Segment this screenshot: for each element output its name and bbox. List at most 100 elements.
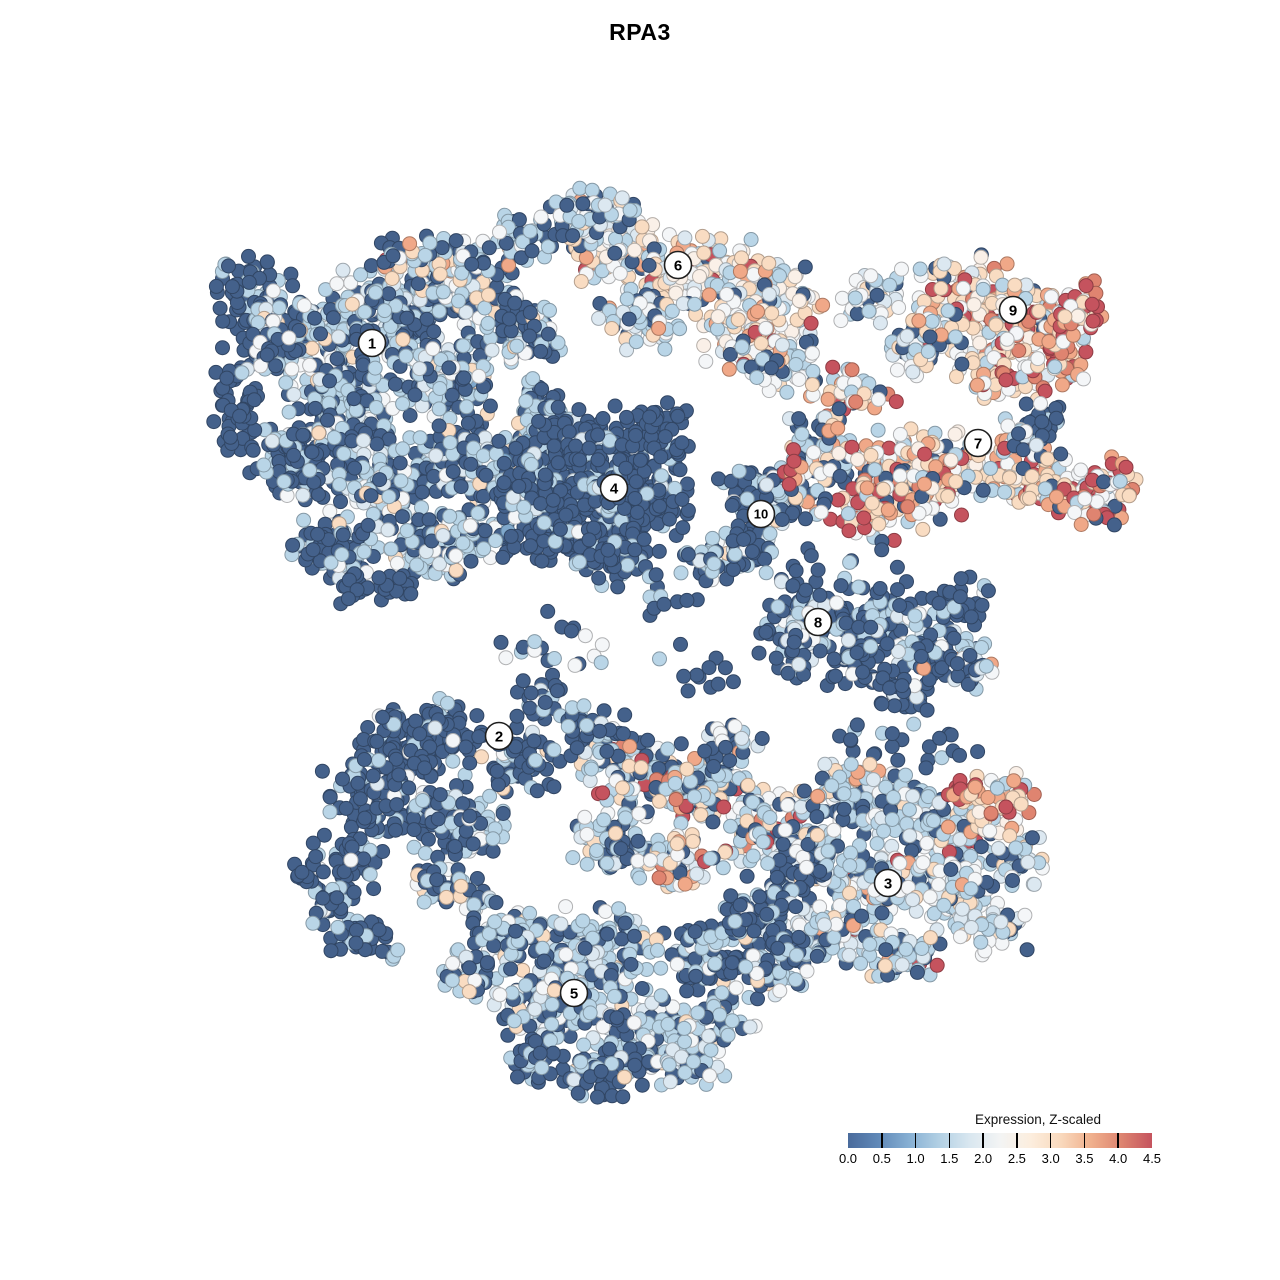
data-point — [889, 362, 905, 378]
data-point — [791, 656, 807, 672]
data-point — [641, 257, 657, 273]
data-point — [441, 360, 457, 376]
data-point — [464, 256, 480, 272]
data-point — [882, 277, 898, 293]
data-point — [432, 381, 448, 396]
data-point — [561, 424, 577, 440]
data-point — [889, 559, 905, 575]
data-point — [571, 213, 587, 229]
data-point — [477, 523, 493, 539]
data-point — [284, 361, 300, 377]
data-point — [812, 587, 828, 603]
data-point — [1112, 473, 1128, 489]
data-point — [797, 259, 813, 275]
data-point — [234, 365, 250, 381]
data-point — [426, 324, 442, 339]
data-point — [1121, 488, 1137, 504]
data-point — [970, 744, 986, 760]
data-point — [841, 632, 856, 648]
data-point — [392, 455, 408, 471]
data-point — [523, 538, 539, 554]
data-point — [872, 581, 888, 596]
data-point — [721, 361, 737, 377]
data-point — [949, 369, 964, 385]
data-point — [320, 412, 335, 428]
data-point — [764, 305, 780, 321]
data-point — [445, 464, 461, 480]
data-point — [295, 427, 311, 443]
data-point — [460, 415, 476, 431]
data-point — [355, 433, 371, 448]
data-point — [620, 557, 635, 573]
data-point — [724, 497, 740, 513]
data-point — [426, 468, 442, 484]
data-point — [791, 411, 807, 427]
data-point — [803, 548, 819, 564]
data-point — [471, 729, 487, 745]
data-point — [590, 452, 606, 468]
data-point — [612, 265, 628, 281]
data-point — [891, 300, 907, 315]
data-point — [458, 739, 474, 755]
data-point — [590, 427, 606, 443]
data-point — [892, 598, 908, 613]
data-point — [1049, 489, 1064, 505]
data-point — [412, 361, 427, 377]
data-point — [527, 634, 543, 650]
data-point — [717, 660, 733, 676]
data-point — [634, 219, 650, 235]
data-point — [577, 628, 593, 644]
data-point — [222, 429, 238, 445]
data-point — [972, 335, 988, 351]
data-point — [516, 499, 532, 515]
data-point — [719, 286, 735, 302]
data-point — [435, 284, 451, 300]
data-point — [572, 180, 588, 196]
data-point — [402, 236, 418, 252]
data-point — [804, 345, 820, 361]
data-point — [848, 394, 864, 410]
data-point — [660, 395, 675, 411]
data-point — [974, 597, 990, 613]
data-point — [286, 387, 302, 402]
data-point — [571, 554, 587, 570]
data-point — [701, 660, 717, 676]
data-point — [999, 256, 1015, 272]
data-point — [761, 286, 777, 302]
data-point — [353, 267, 369, 283]
data-point — [256, 457, 272, 473]
data-point — [409, 557, 425, 573]
data-point — [428, 448, 444, 464]
data-point — [395, 441, 411, 457]
data-point — [421, 512, 437, 528]
data-point — [725, 674, 741, 690]
data-point — [695, 228, 710, 244]
data-point — [844, 362, 860, 378]
data-point — [335, 262, 351, 278]
data-point — [867, 462, 883, 478]
data-point — [508, 440, 524, 456]
data-point — [445, 753, 461, 769]
data-point — [533, 343, 549, 359]
data-point — [622, 202, 638, 218]
data-point — [385, 248, 401, 264]
data-point — [834, 290, 850, 306]
data-point — [399, 310, 415, 326]
data-point — [1022, 490, 1037, 506]
data-point — [332, 477, 347, 492]
data-point — [872, 315, 888, 331]
data-point — [241, 274, 257, 290]
data-point — [829, 595, 845, 611]
data-point — [948, 474, 964, 490]
data-point — [531, 413, 547, 429]
data-point — [632, 452, 648, 468]
data-point — [360, 517, 376, 533]
data-point — [453, 479, 469, 495]
data-point — [753, 335, 769, 351]
data-point — [455, 535, 471, 551]
data-point — [627, 242, 642, 258]
data-point — [840, 506, 856, 522]
data-point — [463, 553, 479, 569]
data-point — [1078, 344, 1094, 360]
data-point — [651, 320, 667, 336]
